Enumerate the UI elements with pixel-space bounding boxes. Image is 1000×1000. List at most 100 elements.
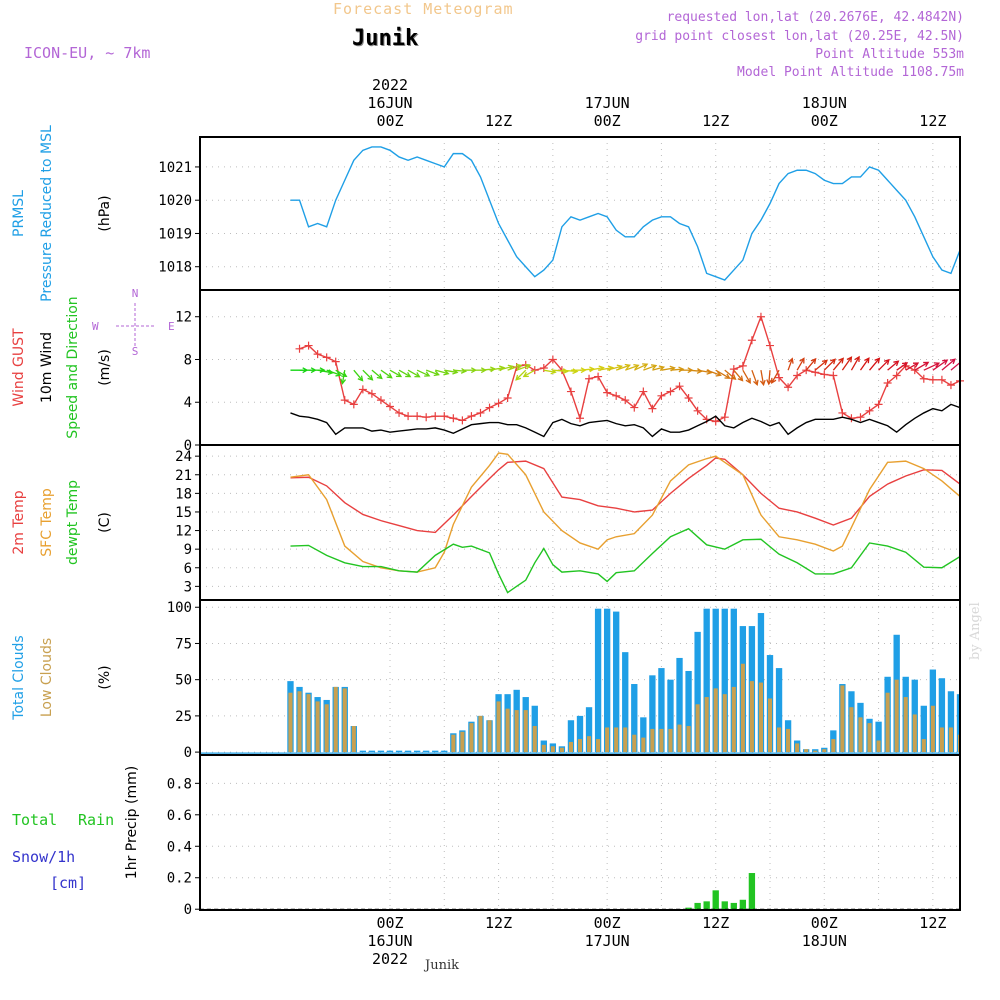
wind-arrow	[425, 369, 439, 376]
wind-arrow-head	[515, 374, 522, 381]
bar-clouds-low	[641, 737, 646, 753]
bar-clouds-total	[567, 720, 575, 753]
wind-arrow	[823, 358, 836, 371]
bar-clouds-low	[786, 728, 791, 753]
label-wind-1: 10m Wind	[39, 332, 55, 403]
wind-arrow-head	[923, 361, 930, 368]
bottom-time-label: 17JUN	[585, 932, 630, 950]
wind-arrow	[923, 362, 940, 371]
bar-clouds-low	[777, 727, 782, 753]
gust-marker	[331, 357, 340, 366]
wind-arrow	[444, 369, 458, 374]
label-wind-2: Speed and Direction	[65, 296, 81, 438]
ytick-precip-4: 0.8	[167, 776, 192, 792]
gust-marker	[747, 336, 756, 345]
bar-clouds-low	[306, 694, 311, 753]
bar-clouds-low	[596, 739, 601, 753]
gust-marker	[358, 385, 367, 394]
gust-marker	[657, 391, 666, 400]
ytick-clouds-0: 0	[184, 745, 192, 761]
wind-arrow	[869, 358, 880, 371]
gust-marker	[784, 383, 793, 392]
series-line-temperature-dewpt	[290, 527, 960, 594]
label-pressure-1: Pressure Reduced to MSL	[39, 125, 55, 302]
wind-arrow-head	[771, 377, 777, 385]
compass-rose: N S W E	[92, 287, 175, 358]
bar-clouds-total	[875, 721, 882, 753]
wind-arrow	[771, 369, 780, 384]
bar-clouds-low	[451, 734, 456, 753]
bar-clouds-low	[342, 688, 347, 753]
wind-arrow	[859, 357, 870, 371]
wind-arrow	[742, 369, 751, 384]
top-time-label: 00Z	[376, 112, 403, 130]
wind-arrow-head	[340, 378, 347, 385]
wind-arrow	[362, 369, 373, 381]
gust-marker	[838, 408, 847, 417]
label-temperature-2: dewpt Temp	[65, 480, 81, 565]
bar-clouds-total	[377, 750, 385, 753]
panel-frame-precip	[199, 754, 961, 911]
gust-marker	[431, 412, 440, 421]
label-precip-2: Snow/1h	[12, 848, 75, 866]
top-time-label: 18JUN	[802, 94, 847, 112]
bar-clouds-low	[957, 734, 960, 753]
bar-clouds-low	[559, 747, 564, 753]
wind-arrow-head	[678, 366, 685, 373]
bar-clouds-total	[613, 611, 620, 753]
wind-arrow-head	[642, 363, 649, 369]
wind-arrow	[489, 366, 505, 371]
panel-clouds: 0 25 50 75 100 Total Clouds Low Clouds (%)	[11, 599, 961, 761]
wind-arrow	[715, 369, 730, 379]
gust-marker	[648, 404, 657, 413]
wind-arrow-head	[970, 360, 975, 364]
wind-arrow	[751, 369, 758, 385]
bar-clouds-low	[831, 739, 836, 753]
wind-arrow-head	[376, 373, 383, 380]
gust-marker	[666, 387, 675, 396]
label-clouds-0: Total Clouds	[11, 635, 27, 720]
wind-arrow	[498, 365, 513, 371]
bar-clouds-low	[903, 697, 908, 753]
label-precip-1: Rain	[78, 811, 114, 829]
bar-clouds-low	[858, 717, 863, 753]
label-temperature-0: 2m Temp	[11, 490, 27, 554]
gust-marker	[874, 400, 883, 409]
bar-clouds-low	[523, 710, 528, 753]
wind-arrow-head	[405, 371, 412, 378]
requested-coords: requested lon,lat (20.2676E, 42.4842N)	[666, 10, 964, 25]
panel-wind: 0 4 8 12 Wind GUST 10m Wind Speed and Directio…	[11, 287, 975, 454]
ytick-pressure-1: 1019	[158, 226, 192, 242]
bar-precip-rain	[739, 899, 747, 910]
grid-point-coords: grid point closest lon,lat (20.25E, 42.5…	[635, 29, 964, 44]
wind-arrow-head	[515, 363, 523, 370]
wind-arrow-head	[864, 357, 870, 364]
bar-clouds-total	[576, 715, 584, 753]
wind-arrow	[814, 359, 828, 371]
label-temperature-3: (C)	[97, 512, 113, 533]
bar-clouds-low	[921, 739, 926, 753]
bar-clouds-low	[939, 727, 944, 753]
wind-arrow	[634, 363, 648, 371]
top-time-label: 12Z	[702, 112, 729, 130]
bar-clouds-low	[659, 728, 664, 753]
bar-clouds-low	[587, 736, 592, 753]
bar-clouds-low	[948, 727, 953, 753]
bar-clouds-low	[496, 701, 501, 753]
gust-marker	[756, 312, 765, 321]
bar-clouds-low	[632, 734, 637, 753]
label-wind-3: (m/s)	[97, 349, 113, 386]
gust-marker	[612, 391, 621, 400]
wind-arrow-head	[367, 374, 374, 381]
bar-clouds-low	[722, 694, 727, 753]
wind-arrow-head	[799, 357, 805, 364]
ytick-clouds-4: 100	[167, 600, 192, 616]
bar-clouds-low	[749, 681, 754, 753]
bar-clouds-low	[804, 749, 809, 753]
bottom-time-label: 12Z	[919, 914, 946, 932]
bar-clouds-low	[930, 705, 935, 753]
wind-arrow-head	[357, 375, 364, 382]
bar-clouds-low	[885, 692, 890, 753]
bar-clouds-total	[775, 668, 783, 753]
wind-arrow	[389, 369, 402, 378]
